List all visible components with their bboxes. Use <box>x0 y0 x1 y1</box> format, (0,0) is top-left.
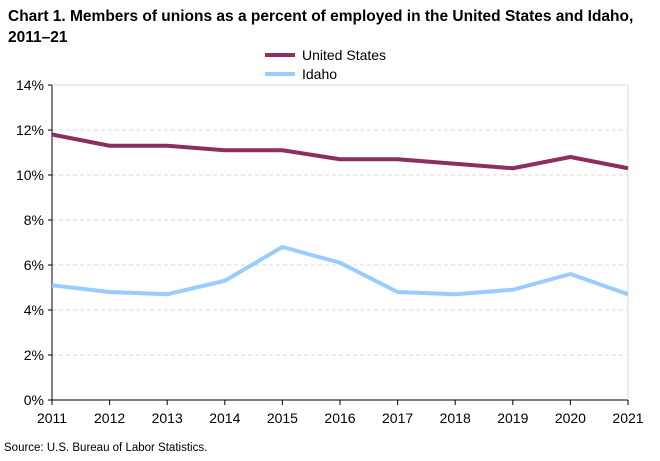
gridlines <box>52 84 628 356</box>
series-line-idaho <box>51 245 629 297</box>
chart-canvas: 0% 2% 4% 6% 8% 10% 12% 14% 2011 2012 2013 2014 2015… <box>16 47 644 426</box>
legend-label-idaho: Idaho <box>302 66 337 82</box>
x-tick-label: 2018 <box>440 410 471 426</box>
x-tick-label: 2020 <box>555 410 586 426</box>
y-axis-tick-labels: 0% 2% 4% 6% 8% 10% 12% 14% <box>16 77 44 408</box>
x-axis-tick-labels: 2011 2012 2013 2014 2015 2016 2017 2018 2019 2020… <box>37 410 644 426</box>
legend-label-united-states: United States <box>302 47 386 63</box>
x-tick-label: 2013 <box>152 410 183 426</box>
y-tick-label: 4% <box>24 302 44 318</box>
source-note: Source: U.S. Bureau of Labor Statistics. <box>4 442 208 454</box>
x-tick-label: 2016 <box>324 410 355 426</box>
legend: United States Idaho <box>265 47 386 82</box>
y-tick-label: 6% <box>24 257 44 273</box>
x-tick-label: 2011 <box>37 410 67 426</box>
x-tick-label: 2017 <box>382 410 413 426</box>
y-tick-label: 2% <box>24 347 44 363</box>
y-tick-label: 8% <box>24 212 44 228</box>
x-tick-label: 2015 <box>267 410 298 426</box>
y-tick-label: 10% <box>16 167 44 183</box>
y-tick-label: 14% <box>16 77 44 93</box>
axes <box>48 84 629 405</box>
series-lines <box>51 132 629 297</box>
chart-title: Chart 1. Members of unions as a percent … <box>8 8 634 46</box>
series-line-united-states <box>51 132 629 171</box>
x-tick-label: 2012 <box>94 410 125 426</box>
x-tick-label: 2021 <box>612 410 643 426</box>
x-tick-label: 2019 <box>497 410 528 426</box>
y-tick-label: 0% <box>24 392 44 408</box>
x-tick-label: 2014 <box>209 410 240 426</box>
y-tick-label: 12% <box>16 122 44 138</box>
